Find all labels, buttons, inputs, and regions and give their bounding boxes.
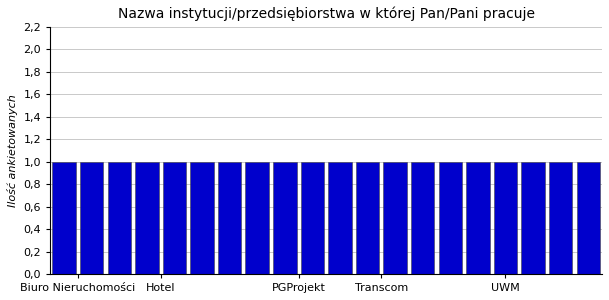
Bar xyxy=(521,162,545,274)
Bar xyxy=(218,162,241,274)
Bar xyxy=(384,162,407,274)
Bar xyxy=(80,162,104,274)
Bar xyxy=(301,162,324,274)
Bar xyxy=(163,162,186,274)
Bar xyxy=(494,162,517,274)
Bar xyxy=(273,162,297,274)
Title: Nazwa instytucji/przedsiębiorstwa w której Pan/Pani pracuje: Nazwa instytucji/przedsiębiorstwa w któr… xyxy=(118,7,535,21)
Bar xyxy=(549,162,572,274)
Bar xyxy=(190,162,214,274)
Bar xyxy=(328,162,351,274)
Bar xyxy=(411,162,434,274)
Bar xyxy=(52,162,76,274)
Bar xyxy=(245,162,269,274)
Bar xyxy=(135,162,158,274)
Bar xyxy=(577,162,600,274)
Y-axis label: Ilość ankietowanych: Ilość ankietowanych xyxy=(7,94,18,207)
Bar xyxy=(356,162,379,274)
Bar xyxy=(466,162,490,274)
Bar xyxy=(108,162,131,274)
Bar xyxy=(438,162,462,274)
